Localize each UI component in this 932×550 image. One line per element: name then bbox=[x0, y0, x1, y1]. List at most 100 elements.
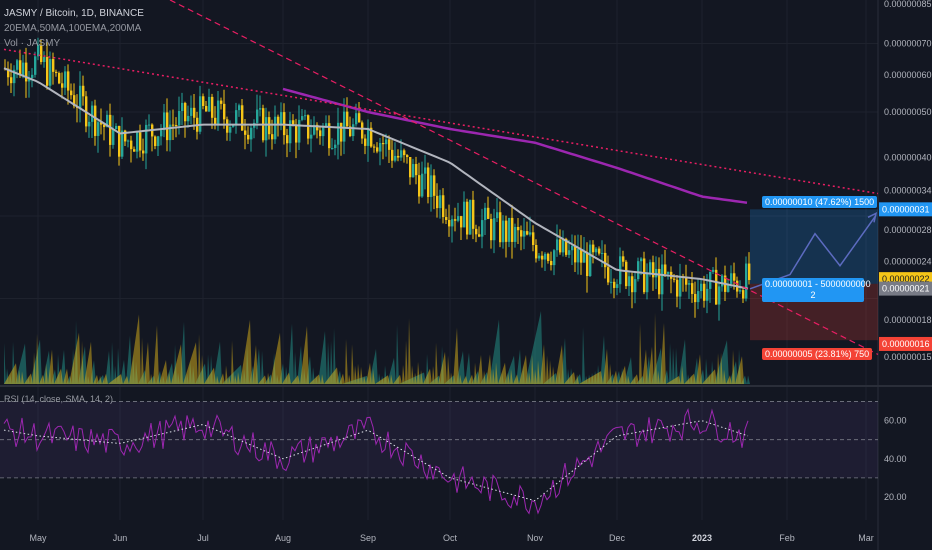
candle-body bbox=[712, 269, 715, 272]
rsi-tick: 20.00 bbox=[884, 492, 907, 502]
candle-body bbox=[628, 276, 631, 287]
rsi-line bbox=[3, 407, 749, 515]
time-axis[interactable]: May Jun Jul Aug Sep Oct Nov Dec 2023 Feb Mar bbox=[29, 533, 873, 543]
candle-body bbox=[646, 273, 649, 293]
candle-body bbox=[502, 220, 505, 243]
candle-body bbox=[493, 218, 496, 241]
candle-body bbox=[64, 71, 67, 88]
candle-body bbox=[367, 127, 370, 146]
candle-body bbox=[730, 273, 733, 284]
candle-body bbox=[73, 95, 76, 107]
candle-body bbox=[649, 262, 652, 274]
candle-body bbox=[481, 220, 484, 237]
price-tick: 0.00000024 bbox=[884, 256, 932, 266]
candle-body bbox=[139, 132, 142, 151]
price-tick: 0.00000040 bbox=[884, 152, 932, 162]
candle-body bbox=[535, 244, 538, 259]
candle-body bbox=[496, 212, 499, 219]
projection-arrow bbox=[867, 211, 878, 223]
candle-body bbox=[118, 126, 121, 157]
candle-body bbox=[589, 244, 592, 277]
candle-body bbox=[562, 238, 565, 253]
candle-body bbox=[640, 258, 643, 262]
volume-legend: Vol · JASMY bbox=[4, 38, 61, 49]
candle-body bbox=[565, 238, 568, 255]
candle-body bbox=[622, 256, 625, 262]
candle-body bbox=[136, 132, 139, 152]
candle-body bbox=[223, 103, 226, 120]
candle-body bbox=[343, 111, 346, 142]
candle-body bbox=[412, 164, 415, 178]
candle-body bbox=[697, 291, 700, 303]
candle-body bbox=[673, 278, 676, 280]
price-axis[interactable]: 0.00000085 0.00000070 0.00000060 0.00000050… bbox=[879, 0, 932, 502]
candle-body bbox=[475, 228, 478, 235]
candle-body bbox=[142, 150, 145, 154]
candle-body bbox=[748, 263, 751, 281]
candle-body bbox=[433, 175, 436, 196]
candle-body bbox=[175, 125, 178, 127]
time-tick: Sep bbox=[360, 533, 376, 543]
time-tick: Jun bbox=[113, 533, 128, 543]
candle-body bbox=[334, 144, 337, 149]
volume-up bbox=[4, 311, 750, 384]
candle-body bbox=[487, 207, 490, 219]
candle-body bbox=[340, 122, 343, 142]
candle-body bbox=[727, 283, 730, 292]
candle-body bbox=[298, 119, 301, 143]
candle-body bbox=[121, 130, 124, 157]
candle-body bbox=[742, 290, 745, 299]
candle-body bbox=[613, 281, 616, 288]
candle-body bbox=[625, 261, 628, 287]
candle-body bbox=[667, 271, 670, 274]
position-tool[interactable] bbox=[749, 209, 878, 341]
rsi-pane bbox=[0, 401, 878, 515]
candle-body bbox=[457, 216, 460, 221]
candle-body bbox=[286, 135, 289, 144]
candle-body bbox=[478, 234, 481, 237]
candle-body bbox=[301, 116, 304, 120]
rsi-legend: RSI (14, close, SMA, 14, 2) bbox=[4, 394, 114, 404]
overlay-lines bbox=[3, 0, 879, 355]
candle-body bbox=[676, 279, 679, 297]
time-tick: Feb bbox=[779, 533, 795, 543]
candle-body bbox=[547, 253, 550, 261]
candle-body bbox=[391, 149, 394, 161]
candle-body bbox=[172, 124, 175, 126]
candle-body bbox=[706, 288, 709, 301]
time-tick: Mar bbox=[858, 533, 874, 543]
price-tick: 0.00000018 bbox=[884, 315, 932, 325]
candle-body bbox=[463, 201, 466, 228]
candle-body bbox=[568, 250, 571, 255]
candle-body bbox=[235, 110, 238, 125]
stop-label[interactable]: 0.00000005 (23.81%) 750 bbox=[762, 348, 873, 360]
candle-body bbox=[580, 248, 583, 263]
candle-body bbox=[685, 277, 688, 285]
candle-body bbox=[427, 167, 430, 197]
candle-body bbox=[430, 175, 433, 197]
candle-body bbox=[109, 114, 112, 145]
candle-body bbox=[499, 212, 502, 243]
candle-body bbox=[403, 150, 406, 156]
candle-body bbox=[634, 279, 637, 293]
target-label[interactable]: 0.00000010 (47.62%) 1500 bbox=[762, 196, 878, 208]
candle-body bbox=[181, 102, 184, 111]
candle-body bbox=[379, 142, 382, 152]
entry-label[interactable]: 0.00000001 - 5000000000 2 bbox=[762, 278, 871, 302]
candle-body bbox=[199, 96, 202, 132]
candle-body bbox=[358, 113, 361, 123]
candle-body bbox=[226, 119, 229, 133]
price-tick: 0.00000050 bbox=[884, 107, 932, 117]
candle-body bbox=[631, 276, 634, 293]
entry-price: 0.00000001 - 5000000000 bbox=[765, 279, 871, 289]
candle-body bbox=[202, 96, 205, 107]
candle-body bbox=[208, 96, 211, 112]
candle-body bbox=[79, 85, 82, 108]
candle-body bbox=[34, 56, 37, 75]
candle-body bbox=[7, 68, 10, 78]
candle-body bbox=[190, 107, 193, 116]
price-tag-text: 0.00000021 bbox=[882, 284, 930, 294]
price-tag-text: 0.00000031 bbox=[882, 204, 930, 214]
candle-body bbox=[106, 114, 109, 128]
